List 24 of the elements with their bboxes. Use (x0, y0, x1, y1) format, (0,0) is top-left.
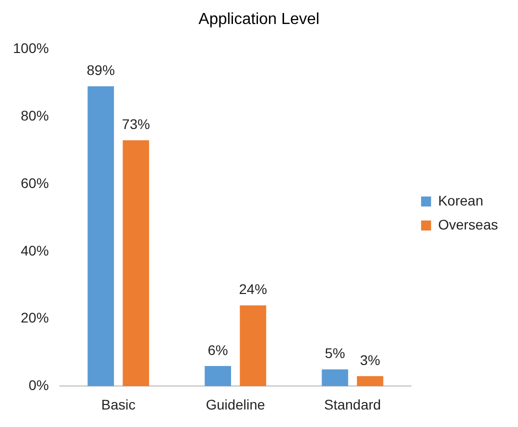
data-label: 3% (360, 352, 380, 368)
legend-label: Korean (438, 192, 484, 208)
y-tick-label: 0% (28, 377, 49, 394)
chart-title: Application Level (198, 11, 320, 28)
bar (322, 369, 348, 386)
y-tick-label: 80% (20, 107, 49, 124)
bar (204, 366, 232, 386)
y-tick-label: 60% (20, 174, 49, 191)
bar (88, 86, 114, 386)
y-tick-label: 20% (20, 310, 49, 326)
data-label: 6% (208, 342, 228, 358)
bar (240, 305, 266, 386)
x-tick-label: Guideline (206, 396, 266, 412)
x-tick-label: Basic (101, 396, 136, 412)
data-label: 89% (86, 62, 115, 78)
data-label: 73% (122, 116, 150, 132)
bar (122, 140, 150, 386)
legend-label: Overseas (438, 216, 498, 232)
bar (356, 376, 384, 386)
y-tick-label: 40% (20, 242, 49, 258)
x-tick-label: Standard (324, 396, 381, 412)
y-tick-label: 100% (12, 40, 49, 56)
data-label: 5% (324, 345, 346, 362)
data-label: 24% (238, 281, 268, 298)
